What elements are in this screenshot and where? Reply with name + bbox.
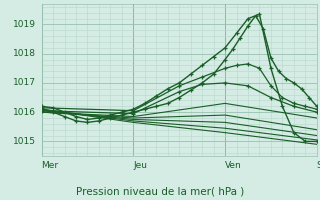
Text: 1015: 1015 xyxy=(13,137,36,146)
Text: 1016: 1016 xyxy=(13,108,36,117)
Text: Ven: Ven xyxy=(225,161,242,170)
Text: 1017: 1017 xyxy=(13,78,36,87)
Text: 1018: 1018 xyxy=(13,49,36,58)
Text: 1019: 1019 xyxy=(13,20,36,29)
Text: Pression niveau de la mer( hPa ): Pression niveau de la mer( hPa ) xyxy=(76,186,244,196)
Text: Mer: Mer xyxy=(42,161,59,170)
Text: Jeu: Jeu xyxy=(133,161,147,170)
Text: Sam: Sam xyxy=(317,161,320,170)
